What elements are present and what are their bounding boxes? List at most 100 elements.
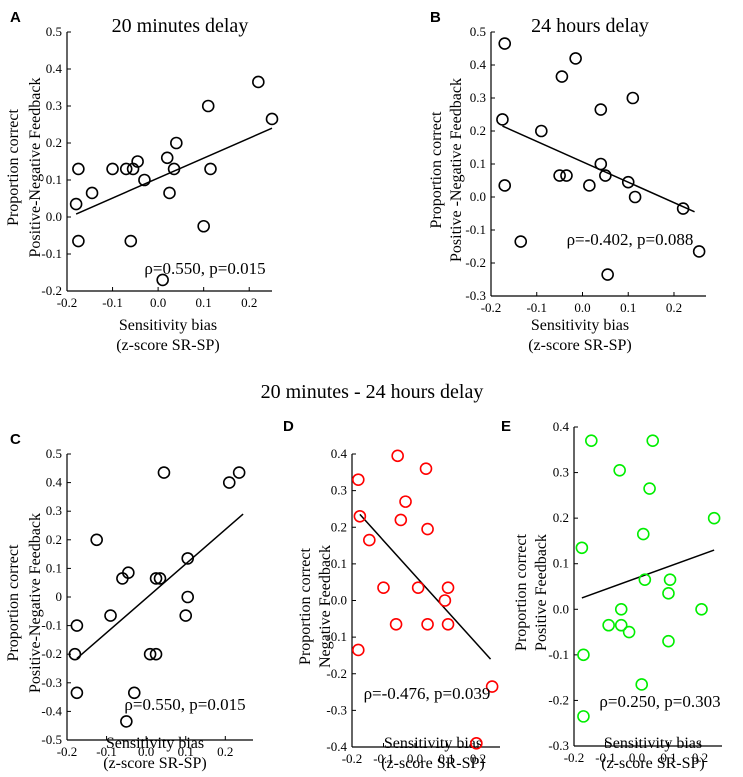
- panel-e-ytick-label: -0.1: [548, 647, 569, 662]
- panel-c-ytick-label: -0.2: [41, 646, 62, 661]
- panel-e-xtick-label: -0.2: [564, 750, 585, 765]
- panel-d-ylabel-line2: Negative Feedback: [317, 545, 334, 668]
- panel-b-point: [692, 245, 706, 258]
- panel-c-letter: C: [10, 431, 21, 448]
- panel-a-letter: A: [10, 9, 21, 26]
- panel-a-point: [106, 162, 119, 176]
- panel-c-point: [232, 466, 246, 479]
- panel-e-point: [613, 463, 626, 477]
- panel-a-point: [167, 162, 181, 176]
- panel-b-letter: B: [430, 9, 441, 26]
- panel-d-xlabel-line2: (z-score SR-SP): [381, 755, 485, 772]
- panel-e-xlabel-line2: (z-score SR-SP): [601, 755, 705, 772]
- panel-a-ytick-label: 0.5: [46, 24, 62, 39]
- panel-c-point: [149, 572, 163, 585]
- panel-e-point: [662, 587, 675, 600]
- panel-e-xtick-label: 0.2: [692, 750, 708, 765]
- panel-e-point: [635, 678, 649, 691]
- panel-a-point: [138, 173, 151, 187]
- panel-d-point: [391, 449, 404, 463]
- panel-d-xtick-label: 0.2: [470, 751, 486, 766]
- panel-d-point: [441, 618, 455, 631]
- panel-d-point: [389, 618, 403, 631]
- panel-d-xtick-label: -0.2: [342, 751, 363, 766]
- panel-a-title: 20 minutes delay: [112, 15, 249, 37]
- panel-c-ytick-label: -0.4: [41, 703, 62, 718]
- panel-e-stat: ρ=0.250, p=0.303: [599, 692, 720, 711]
- panel-c-xtick-label: 0.2: [217, 744, 233, 759]
- panel-a-ylabel-line2: Positive-Negative Feedback: [27, 78, 44, 258]
- panel-a-point: [131, 155, 144, 168]
- panel-c-point: [153, 572, 167, 585]
- panel-c-ylabel-line2: Positive-Negative Feedback: [27, 513, 44, 693]
- panel-a-ytick-label: -0.2: [41, 283, 62, 298]
- panel-d-ytick-label: 0.2: [331, 519, 347, 534]
- panel-c: C -0.5 -0.4 -0.3 -0.2 -0.1 0 0.1 0.2 0.3 0.4 0.5 -0.…: [5, 431, 253, 772]
- panel-c-ytick-label: 0.5: [46, 446, 62, 461]
- panel-a-xtick-label: 0.0: [150, 295, 166, 310]
- panel-c-point: [104, 609, 117, 622]
- panel-c-ytick-label: 0.2: [46, 532, 62, 547]
- panel-e-ytick-label: -0.2: [548, 692, 569, 707]
- panel-b-xtick-label: -0.2: [481, 300, 502, 315]
- panel-d-point: [377, 581, 390, 594]
- panel-b-xtick-label: 0.2: [666, 300, 682, 315]
- panel-a-ylabel-line1: Proportion correct: [5, 109, 22, 226]
- panel-b-ytick-label: 0.4: [470, 57, 487, 72]
- panel-d-point: [441, 581, 455, 594]
- panel-b-xtick-label: 0.0: [574, 300, 590, 315]
- panel-e-ytick-label: 0.0: [553, 601, 569, 616]
- panel-d-stat: ρ=-0.476, p=0.039: [364, 684, 491, 703]
- panel-b-point: [498, 37, 512, 50]
- panel-c-xtick-label: -0.1: [96, 744, 117, 759]
- panel-d-ytick-label: -0.3: [326, 702, 347, 717]
- panel-d-ytick-label: 0.4: [331, 446, 348, 461]
- panel-b-ytick-label: 0.0: [470, 189, 486, 204]
- panel-d-xlabel-line1: Sensitivity bias: [384, 735, 482, 752]
- panel-b-ytick-label: -0.1: [465, 222, 486, 237]
- panel-c-xlabel-line1: Sensitivity bias: [106, 735, 204, 752]
- panel-a-xtick-label: -0.2: [57, 295, 78, 310]
- panel-a-point: [72, 162, 85, 176]
- panel-c-point: [90, 533, 103, 547]
- panel-c-point: [181, 552, 195, 565]
- panel-b-xtick-label: -0.1: [526, 300, 547, 315]
- panel-b-ytick-label: 0.5: [470, 24, 486, 39]
- panel-a-ytick-label: 0.3: [46, 98, 62, 113]
- panel-b-point: [583, 179, 596, 192]
- panel-d-point: [485, 680, 499, 693]
- panel-e-ytick-label: 0.4: [553, 419, 570, 434]
- panel-e-ytick-label: 0.2: [553, 510, 569, 525]
- panel-d-point: [394, 513, 408, 527]
- panel-a-xtick-label: 0.2: [241, 295, 257, 310]
- panel-c-point: [181, 590, 195, 604]
- panel-c-point: [222, 476, 236, 489]
- panel-e-point: [614, 602, 628, 616]
- panel-e-point: [638, 573, 652, 586]
- panel-b-point: [594, 157, 608, 171]
- panel-a-point: [204, 162, 217, 176]
- panel-d-letter: D: [283, 418, 294, 435]
- panel-b-stat: ρ=-0.402, p=0.088: [567, 230, 694, 249]
- panel-e-ytick-label: -0.3: [548, 738, 569, 753]
- panel-e-ylabel-line1: Proportion correct: [513, 534, 530, 651]
- panel-d-point: [351, 643, 365, 657]
- panel-c-point: [70, 686, 84, 700]
- panel-d-fit-line: [359, 513, 492, 660]
- panel-e-fit-line: [581, 549, 715, 599]
- panel-a-ytick-label: 0.0: [46, 209, 62, 224]
- panel-d-point: [411, 581, 425, 594]
- panel-d-ytick-label: -0.4: [326, 739, 347, 754]
- panel-d-ylabel-line1: Proportion correct: [297, 548, 314, 665]
- panel-a-point: [156, 273, 169, 287]
- panel-b-point: [560, 169, 573, 182]
- panel-a-point: [72, 234, 85, 248]
- panel-a-point: [85, 186, 99, 200]
- panel-d-point: [421, 522, 434, 536]
- panel-c-point: [149, 647, 163, 661]
- panel-b-point: [555, 70, 569, 83]
- panel-b-ylabel-line1: Proportion correct: [428, 111, 445, 228]
- panel-a-ytick-label: 0.2: [46, 135, 62, 150]
- panel-e-point: [602, 618, 615, 632]
